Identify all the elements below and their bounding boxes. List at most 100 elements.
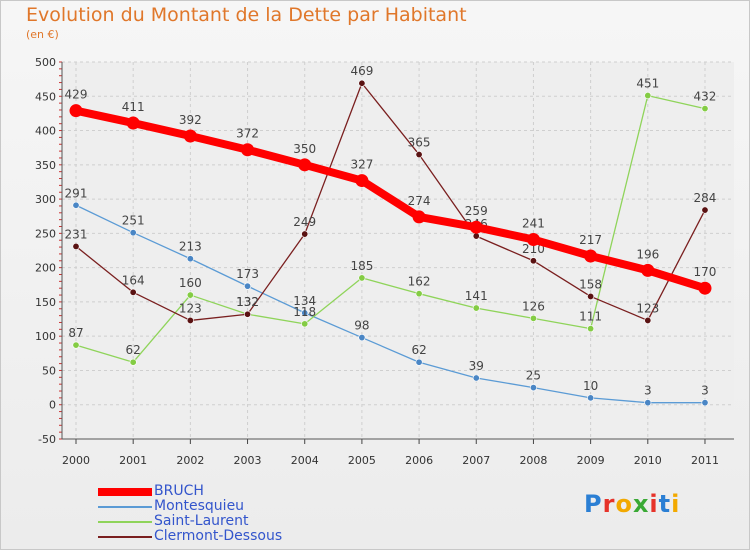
data-label: 185 (350, 259, 373, 273)
x-tick-label: 2010 (634, 454, 662, 467)
data-label: 217 (579, 233, 602, 247)
data-label: 392 (179, 113, 202, 127)
data-point (529, 384, 537, 392)
data-point (301, 230, 309, 238)
data-label: 241 (522, 217, 545, 231)
series-line-bruch (72, 106, 709, 293)
y-tick-label: 450 (35, 90, 56, 103)
x-tick-label: 2008 (519, 454, 547, 467)
data-point (415, 151, 423, 159)
data-point (644, 316, 652, 324)
data-label: 372 (236, 127, 259, 141)
y-tick-label: 50 (42, 364, 56, 377)
x-tick-label: 2003 (234, 454, 262, 467)
data-point (358, 274, 366, 282)
series-line-montesquieu (75, 204, 706, 404)
x-tick-label: 2011 (691, 454, 719, 467)
data-label: 25 (526, 369, 541, 383)
data-point (701, 206, 709, 214)
logo-letter: t (658, 490, 672, 518)
data-point (644, 92, 652, 100)
data-label: 231 (65, 227, 88, 241)
data-point (69, 104, 83, 118)
chart-title: Evolution du Montant de la Dette par Hab… (26, 4, 467, 26)
x-tick-label: 2002 (176, 454, 204, 467)
data-point (472, 304, 480, 312)
x-tick-label: 2009 (577, 454, 605, 467)
data-point (415, 290, 423, 298)
data-point (355, 174, 369, 188)
data-point (701, 105, 709, 113)
legend-label: Montesquieu (154, 498, 245, 514)
x-tick-label: 2005 (348, 454, 376, 467)
data-label: 162 (408, 275, 431, 289)
data-label: 365 (408, 136, 431, 150)
data-point (415, 358, 423, 366)
data-point (72, 242, 80, 250)
logo-letter: x (632, 490, 650, 518)
data-label: 118 (293, 305, 316, 319)
data-point (186, 316, 194, 324)
data-point (472, 374, 480, 382)
proxiti-logo: Proxiti (584, 490, 680, 518)
y-tick-label: 350 (35, 159, 56, 172)
data-label: 132 (236, 295, 259, 309)
data-point (641, 263, 655, 277)
data-point (701, 399, 709, 407)
x-tick-label: 2007 (462, 454, 490, 467)
y-tick-label: 250 (35, 227, 56, 240)
data-label: 141 (465, 289, 488, 303)
data-label: 469 (350, 64, 373, 78)
data-point (72, 201, 80, 209)
data-point (644, 399, 652, 407)
x-tick-label: 2001 (119, 454, 147, 467)
legend-label: BRUCH (154, 483, 204, 499)
x-tick-label: 2004 (291, 454, 319, 467)
data-point (472, 232, 480, 240)
logo-letter: o (615, 490, 633, 518)
data-point (129, 229, 137, 237)
data-label: 284 (694, 191, 717, 205)
data-point (587, 292, 595, 300)
data-point (186, 255, 194, 263)
chart-subtitle: (en €) (26, 28, 59, 41)
data-label: 291 (65, 186, 88, 200)
logo-letter: i (671, 490, 681, 518)
data-point (126, 116, 140, 130)
y-tick-label: 100 (35, 330, 56, 343)
data-point (301, 309, 309, 317)
x-tick-label: 2000 (62, 454, 90, 467)
legend-swatch (98, 536, 152, 538)
data-point (698, 281, 712, 295)
logo-letter: r (602, 490, 616, 518)
data-label: 213 (179, 240, 202, 254)
data-point (72, 341, 80, 349)
legend-label: Saint-Laurent (154, 513, 249, 529)
series-line-saint-laurent (75, 94, 706, 363)
data-label: 158 (579, 277, 602, 291)
data-label: 3 (644, 384, 652, 398)
data-point (186, 291, 194, 299)
data-label: 196 (636, 247, 659, 261)
data-label: 98 (354, 319, 369, 333)
data-point (358, 79, 366, 87)
data-label: 350 (293, 142, 316, 156)
y-tick-label: -50 (38, 433, 56, 446)
data-point (298, 158, 312, 172)
data-label: 123 (179, 301, 202, 315)
legend-label: Clermont-Dessous (154, 528, 283, 544)
data-point (469, 220, 483, 234)
data-point (587, 394, 595, 402)
data-label: 134 (293, 294, 316, 308)
data-label: 429 (65, 88, 88, 102)
legend-swatch (98, 506, 152, 508)
data-label: 170 (694, 265, 717, 279)
data-label: 160 (179, 276, 202, 290)
x-tick-label: 2006 (405, 454, 433, 467)
y-tick-label: 0 (49, 399, 56, 412)
data-label: 251 (122, 214, 145, 228)
data-point (412, 210, 426, 224)
series-line-clermont-dessous (75, 82, 706, 322)
data-label: 451 (636, 77, 659, 91)
